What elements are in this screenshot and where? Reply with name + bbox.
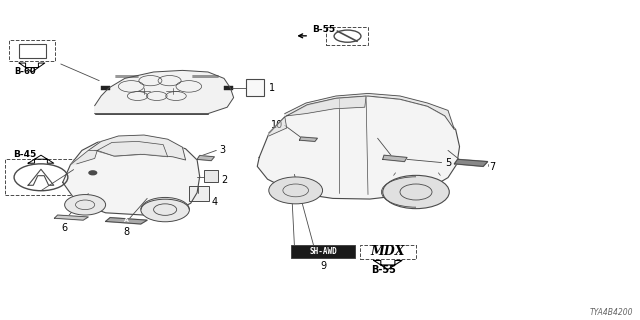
Polygon shape bbox=[287, 96, 366, 116]
Bar bbox=[326, 27, 368, 45]
Text: MDX: MDX bbox=[371, 245, 405, 258]
Polygon shape bbox=[197, 156, 214, 161]
Polygon shape bbox=[269, 117, 287, 136]
Text: 8: 8 bbox=[123, 227, 129, 237]
Polygon shape bbox=[88, 135, 186, 160]
Polygon shape bbox=[257, 96, 460, 199]
Bar bbox=[9, 40, 55, 61]
Bar bbox=[101, 86, 110, 90]
Text: 10: 10 bbox=[271, 120, 283, 131]
Text: 5: 5 bbox=[445, 158, 451, 168]
Text: A: A bbox=[124, 218, 129, 223]
Text: B-55: B-55 bbox=[371, 265, 396, 275]
Bar bbox=[19, 44, 46, 58]
Bar bbox=[360, 245, 416, 259]
Text: B-55: B-55 bbox=[312, 25, 335, 34]
Circle shape bbox=[269, 177, 323, 204]
Bar bbox=[246, 79, 264, 96]
Circle shape bbox=[65, 195, 106, 215]
Polygon shape bbox=[383, 155, 407, 162]
Bar bbox=[291, 245, 355, 258]
Polygon shape bbox=[285, 93, 454, 130]
Polygon shape bbox=[70, 150, 97, 165]
Circle shape bbox=[141, 197, 189, 222]
Circle shape bbox=[89, 171, 97, 175]
Bar bbox=[224, 86, 233, 90]
Text: 3: 3 bbox=[219, 145, 225, 155]
Circle shape bbox=[383, 175, 449, 209]
Polygon shape bbox=[63, 139, 200, 215]
Polygon shape bbox=[300, 137, 317, 141]
Text: B-45: B-45 bbox=[13, 150, 36, 159]
Text: 2: 2 bbox=[221, 175, 227, 185]
Polygon shape bbox=[54, 215, 88, 220]
Polygon shape bbox=[97, 141, 168, 157]
Polygon shape bbox=[95, 70, 234, 114]
Bar bbox=[204, 170, 218, 182]
Text: 4: 4 bbox=[211, 197, 218, 207]
Text: 6: 6 bbox=[61, 223, 67, 233]
Text: 1: 1 bbox=[269, 83, 275, 93]
Bar bbox=[189, 186, 209, 201]
Text: 9: 9 bbox=[320, 261, 326, 271]
Text: SH-AWD: SH-AWD bbox=[309, 247, 337, 256]
Text: B-60: B-60 bbox=[14, 67, 36, 76]
Text: TYA4B4200: TYA4B4200 bbox=[590, 308, 634, 317]
Bar bbox=[5, 159, 77, 195]
Text: 7: 7 bbox=[490, 162, 496, 172]
Polygon shape bbox=[454, 159, 488, 166]
Polygon shape bbox=[106, 218, 147, 224]
